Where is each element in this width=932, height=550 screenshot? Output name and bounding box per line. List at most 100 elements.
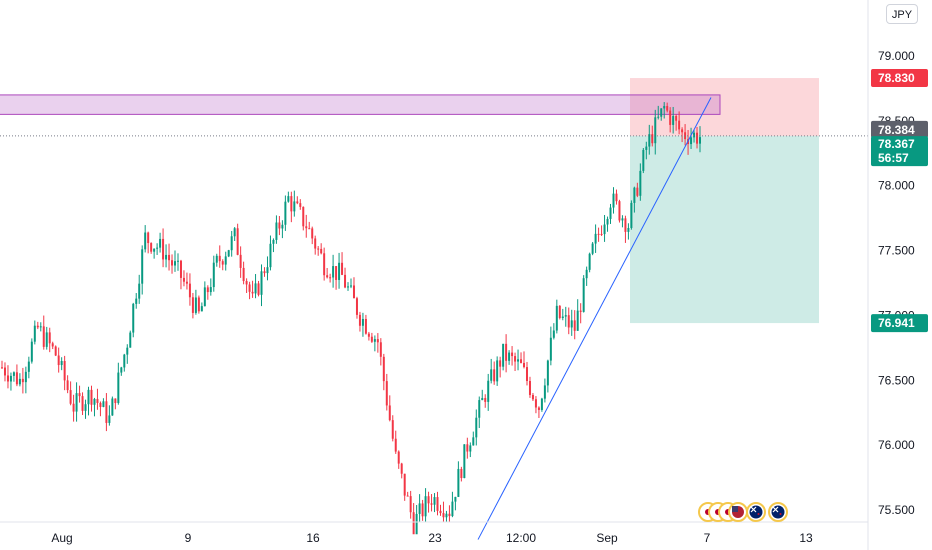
candle-body: [281, 224, 284, 229]
candle-body: [239, 254, 242, 268]
candle-body: [350, 285, 352, 287]
candle-body: [666, 106, 669, 111]
candle-body: [603, 224, 606, 235]
candle-body: [546, 360, 549, 386]
candle-body: [436, 497, 439, 511]
candle-body: [18, 378, 21, 385]
candle-body: [33, 325, 36, 342]
candle-body: [126, 347, 129, 355]
candle-body: [248, 284, 251, 292]
candle-body: [93, 398, 96, 405]
candle-body: [388, 405, 391, 421]
candle-body: [6, 375, 9, 382]
candle-body: [332, 266, 335, 278]
candle-body: [206, 287, 209, 293]
candle-body: [12, 372, 15, 376]
candle-body: [233, 228, 236, 237]
candle-body: [305, 226, 308, 229]
candle-body: [290, 196, 293, 212]
candle-body: [302, 206, 305, 227]
candle-body: [555, 305, 558, 331]
candle-body: [579, 310, 582, 312]
candle-body: [511, 352, 514, 357]
candle-body: [99, 402, 102, 407]
candle-body: [663, 106, 666, 109]
candle-body: [63, 361, 66, 381]
candle-body: [645, 146, 648, 150]
candle-body: [358, 314, 361, 326]
candle-body: [421, 503, 424, 517]
candle-body: [168, 254, 171, 261]
candle-body: [299, 203, 302, 207]
candle-body: [188, 283, 191, 298]
candle-body: [314, 238, 317, 249]
candle-body: [630, 202, 633, 228]
x-tick-label: 13: [799, 531, 813, 545]
candle-body: [78, 393, 81, 397]
y-tick-label: 77.500: [878, 244, 915, 258]
candle-body: [660, 108, 663, 117]
candle-body: [460, 468, 463, 479]
x-tick-label: 9: [185, 531, 192, 545]
candle-body: [251, 291, 254, 294]
x-tick-label: Aug: [51, 531, 72, 545]
candle-body: [120, 367, 123, 373]
candle-body: [636, 187, 639, 196]
candle-body: [385, 381, 388, 406]
candle-body: [537, 407, 540, 410]
event-markers[interactable]: [698, 502, 788, 522]
candle-body: [612, 193, 615, 208]
candle-body: [690, 137, 693, 145]
candle-body: [609, 207, 612, 219]
candle-body: [194, 297, 197, 313]
candle-body: [54, 346, 57, 356]
candle-body: [341, 262, 344, 275]
x-tick-label: Sep: [596, 531, 618, 545]
candle-body: [165, 254, 168, 260]
candle-body: [30, 341, 33, 362]
candle-body: [442, 513, 445, 518]
candle-body: [275, 222, 278, 240]
candle-body: [179, 260, 182, 278]
candle-body: [308, 228, 311, 230]
candle-body: [141, 249, 144, 284]
candle-body: [594, 233, 597, 244]
candle-body: [329, 277, 332, 279]
candle-body: [582, 278, 585, 312]
candle-body: [224, 256, 227, 265]
candle-body: [373, 339, 376, 342]
candle-body: [561, 316, 564, 318]
resistance-zone: [0, 94, 721, 115]
candle-body: [430, 503, 433, 505]
candle-body: [487, 380, 490, 402]
last-price-tag-bg: [871, 136, 928, 167]
candle-body: [39, 326, 42, 328]
candle-body: [51, 343, 54, 347]
currency-badge[interactable]: JPY: [886, 4, 918, 24]
candle-body: [439, 510, 442, 514]
candle-body: [69, 390, 72, 404]
time-axis[interactable]: Aug 9 16 23 12:00 Sep 7 13: [0, 521, 868, 545]
candle-body: [257, 283, 260, 295]
candle-body: [227, 250, 230, 257]
candle-body: [415, 513, 418, 535]
candle-body: [481, 398, 484, 401]
candle-body: [469, 445, 472, 452]
candle-body: [191, 297, 194, 313]
candle-body: [272, 239, 275, 244]
x-tick-label: 23: [428, 531, 442, 545]
stop-price-tag: 76.941: [878, 316, 915, 330]
x-tick-label: 12:00: [506, 531, 536, 545]
candle-body: [681, 129, 684, 133]
stop-loss-zone: [630, 78, 819, 136]
candle-body: [317, 248, 320, 250]
y-tick-label: 79.000: [878, 49, 915, 63]
candle-body: [466, 444, 469, 452]
take-profit-zone: [630, 135, 819, 324]
candle-body: [648, 134, 651, 147]
candle-body: [418, 503, 421, 514]
candle-body: [523, 362, 526, 368]
candle-body: [520, 359, 523, 363]
y-tick-label: 76.500: [878, 373, 915, 387]
